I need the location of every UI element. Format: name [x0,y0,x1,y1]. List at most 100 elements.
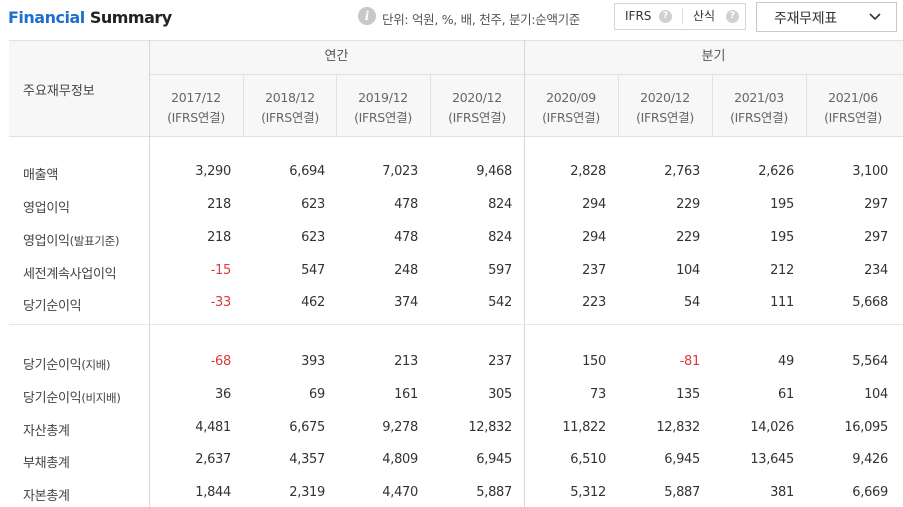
table-cell: 61 [778,387,794,402]
table-cell: 104 [676,263,700,278]
table-cell: 234 [864,263,888,278]
table-cell: 5,887 [476,485,512,500]
column-period: 2020/12 [452,90,502,105]
table-row: 당기순이익(비지배) 36 69 161 305 73 135 61 104 [9,379,903,412]
column-divider [336,75,337,137]
row-label: 부채총계 [23,452,70,471]
ifrs-button[interactable]: IFRS [625,9,652,23]
table-cell: 150 [582,354,606,369]
table-cell: 11,822 [562,420,606,435]
table-cell: -68 [210,354,232,369]
column-period: 2018/12 [265,90,315,105]
row-label-main: 당기순이익 [23,299,82,314]
table-cell: 6,510 [570,452,606,467]
table-cell: 3,290 [195,164,231,179]
table-cell: 374 [394,295,418,310]
table-cell: 824 [488,230,512,245]
table-cell: 297 [864,197,888,212]
table-cell: 248 [394,263,418,278]
table-cell: 623 [301,197,325,212]
column-divider [806,75,807,137]
table-cell: 824 [488,197,512,212]
column-basis: (IFRS연결) [448,110,506,125]
column-basis: (IFRS연결) [261,110,319,125]
column-divider [712,75,713,137]
table-cell: 1,844 [195,485,231,500]
column-header-0: 2017/12 (IFRS연결) [149,88,243,132]
formula-help-icon[interactable]: ? [726,10,739,23]
row-label-main: 당기순이익 [23,358,82,373]
table-cell: 5,312 [570,485,606,500]
table-cell: 237 [582,263,606,278]
row-label-sub: (발표기준) [69,234,120,248]
row-label: 당기순이익(지배) [23,354,111,373]
group-quarterly: 분기 [701,49,726,64]
row-label: 당기순이익 [23,295,82,314]
column-basis: (IFRS연결) [354,110,412,125]
row-label-main: 영업이익 [23,201,70,216]
row-label: 영업이익(발표기준) [23,230,119,249]
table-cell: 305 [488,387,512,402]
table-cell: 195 [770,197,794,212]
table-cell: 2,626 [758,164,794,179]
statement-type-value: 주재무제표 [774,11,837,27]
column-header-6: 2021/03 (IFRS연결) [712,88,806,132]
table-cell: 9,468 [476,164,512,179]
formula-button[interactable]: 산식 [693,9,716,23]
row-label-main: 자본총계 [23,489,70,504]
table-cell: 2,828 [570,164,606,179]
table-cell: 223 [582,295,606,310]
column-divider [524,40,525,507]
table-cell: 9,278 [382,420,418,435]
info-icon[interactable]: i [358,7,376,25]
table-cell: 12,832 [468,420,512,435]
column-basis: (IFRS연결) [636,110,694,125]
row-label: 세전계속사업이익 [23,263,117,282]
row-header-cell: 주요재무정보 [9,40,149,137]
table-cell: 111 [770,295,794,310]
table-cell: 542 [488,295,512,310]
table-cell: 294 [582,197,606,212]
table-cell: 3,100 [852,164,888,179]
table-cell: 6,945 [476,452,512,467]
column-header-3: 2020/12 (IFRS연결) [430,88,524,132]
table-row: 영업이익 218 623 478 824 294 229 195 297 [9,189,903,222]
group-annual: 연간 [324,49,349,64]
row-label-sub: (비지배) [81,391,121,405]
column-header-7: 2021/06 (IFRS연결) [806,88,900,132]
table-cell: -15 [210,263,232,278]
ifrs-help-icon[interactable]: ? [659,10,672,23]
row-label-main: 세전계속사업이익 [23,267,117,282]
table-cell: 16,095 [844,420,888,435]
column-header-5: 2020/12 (IFRS연결) [618,88,712,132]
table-cell: 623 [301,230,325,245]
table-cell: 2,637 [195,452,231,467]
table-cell: 6,669 [852,485,888,500]
table-cell: 381 [770,485,794,500]
table-cell: 135 [676,387,700,402]
table-cell: 4,357 [289,452,325,467]
table-row: 세전계속사업이익 -15 547 248 597 237 104 212 234 [9,255,903,288]
table-cell: 5,564 [852,354,888,369]
table-cell: 69 [309,387,325,402]
table-header [9,40,903,137]
button-divider [682,8,683,25]
table-cell: 4,481 [195,420,231,435]
table-cell: 229 [676,230,700,245]
table-cell: 5,887 [664,485,700,500]
table-cell: 6,694 [289,164,325,179]
column-period: 2017/12 [171,90,221,105]
row-label-main: 영업이익 [23,234,70,249]
column-period: 2020/09 [546,90,596,105]
row-label-sub: (지배) [81,358,111,372]
column-divider [243,75,244,137]
table-cell: 104 [864,387,888,402]
table-cell: 54 [684,295,700,310]
table-cell: 4,470 [382,485,418,500]
summary-header: Financial Summary i 단위: 억원, %, 배, 천주, 분기… [0,0,903,40]
column-basis: (IFRS연결) [542,110,600,125]
statement-type-select[interactable]: 주재무제표 [756,2,897,32]
column-basis: (IFRS연결) [824,110,882,125]
table-cell: 161 [394,387,418,402]
table-row: 자산총계 4,481 6,675 9,278 12,832 11,822 12,832 14,… [9,412,903,445]
